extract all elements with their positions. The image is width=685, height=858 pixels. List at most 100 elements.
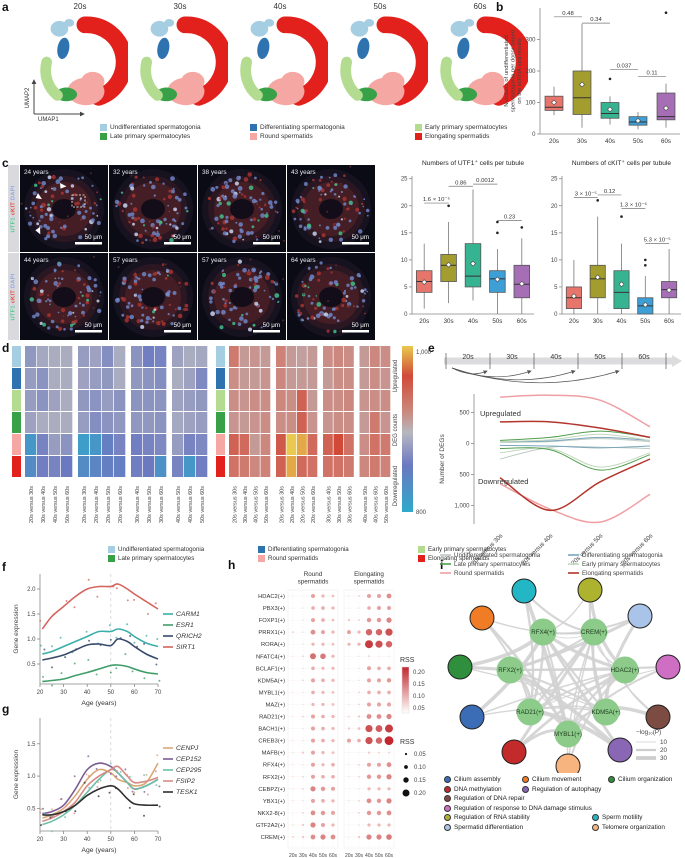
legend-item: Differentiating spermatogonia [258,546,418,553]
rss-dot [366,714,372,719]
rss-dot [376,810,382,816]
rss-dot [320,653,326,660]
svg-text:Age (years): Age (years) [81,847,116,854]
svg-text:50: 50 [107,690,114,696]
rss-dot [387,823,391,827]
go-node [501,739,527,765]
svg-text:40s versus 50s: 40s versus 50s [253,486,259,523]
svg-text:ESR1: ESR1 [176,622,194,629]
rss-dot [302,703,304,706]
rss-dot [376,798,382,804]
rss-dot [302,667,304,670]
rss-dot [331,703,335,706]
rss-dot [385,641,393,648]
svg-text:25: 25 [401,177,408,183]
svg-text:30s versus 60s: 30s versus 60s [159,486,165,523]
svg-text:1.5: 1.5 [27,742,36,748]
svg-text:20s versus 50s: 20s versus 50s [300,486,306,523]
rss-dot [366,774,372,779]
svg-text:20s: 20s [462,354,474,361]
svg-text:0.11: 0.11 [646,71,657,77]
svg-text:50s: 50s [640,318,650,325]
rss-dot [385,628,393,636]
tf-node [592,698,620,726]
rss-dot [301,835,305,839]
svg-text:HDAC2(+): HDAC2(+) [611,667,640,674]
rss-dot [367,606,371,610]
legend-swatch [415,124,422,131]
rss-dot [331,594,335,598]
svg-text:0.48: 0.48 [562,11,574,17]
ckit-boxplot: 0 5 10 15 20 25 20s 30s 40s 50s 60s 3 × 10⁻⁵ 0.12 1.3… [551,160,681,325]
rss-dot [367,678,371,683]
rss-dot [365,628,373,636]
rss-dot [366,617,372,623]
svg-text:0.5: 0.5 [27,806,36,812]
rss-dot [331,799,335,803]
svg-text:RSS: RSS [400,739,415,746]
rss-dot [358,667,360,670]
umap-title: 40s [273,2,287,11]
rss-dot [311,642,315,646]
svg-text:40s versus 50s: 40s versus 50s [176,486,182,523]
gene-line-CEP295 [42,768,159,826]
svg-text:20s versus 60s: 20s versus 60s [311,486,317,523]
rss-dot [331,691,335,694]
svg-text:MAZ(+): MAZ(+) [266,702,286,708]
rss-dot [367,594,371,598]
legend-item: Late primary spermatocytes [100,133,250,140]
svg-text:0.15: 0.15 [414,778,426,784]
svg-text:20: 20 [37,690,44,696]
rss-dot [292,607,294,609]
rss-dot [348,824,350,826]
rss-dot [358,595,360,597]
svg-text:50s versus 60s: 50s versus 60s [264,486,270,523]
rss-dot [375,628,383,636]
rss-dot [331,714,335,719]
gene-line-TESK1 [42,784,159,816]
svg-text:0.20: 0.20 [414,791,426,797]
svg-text:50: 50 [107,837,114,843]
rss-dot [311,738,315,743]
svg-text:0.5: 0.5 [27,662,36,668]
svg-text:30s: 30s [299,853,308,858]
svg-text:30s: 30s [593,318,603,325]
deg-heatmaps: 20s versus 30s 30s versus 40s 40s versus 5… [12,346,432,523]
rss-dot [386,617,392,623]
svg-text:0: 0 [554,312,558,318]
legend-label: Differentiating spermatogonia [260,124,345,131]
rss-dot [321,642,325,646]
svg-text:Gene expression: Gene expression [13,604,20,654]
rss-dot [292,739,294,742]
rss-dot [366,810,372,816]
svg-text:20: 20 [37,837,44,843]
svg-text:25: 25 [551,177,558,183]
legend-item: Early primary spermatocytes [415,124,570,131]
rss-dot [320,786,326,791]
svg-text:10: 10 [551,258,558,264]
svg-text:30s: 30s [506,354,518,361]
go-legend-item: Telomere organization [592,824,665,831]
svg-text:50s versus 60s: 50s versus 60s [65,486,71,523]
svg-text:43 years: 43 years [291,169,316,176]
if-image-43-years: 43 years 50 μm [287,165,375,257]
rss-dot [302,631,304,633]
rss-dot [321,714,325,719]
rss-dot [377,762,381,767]
svg-text:30s versus 50s: 30s versus 50s [147,486,153,523]
rss-dot [348,752,350,754]
svg-text:Numbers of UTF1⁺ cells per tub: Numbers of UTF1⁺ cells per tubule [422,160,524,167]
umap-20s: 20s [30,2,133,120]
rss-dot [357,630,361,634]
rss-dot [375,640,383,648]
svg-text:40s: 40s [617,318,627,325]
if-image-32-years: 32 years 50 μm [109,165,197,257]
legend-label: Early primary spermatocytes [425,124,508,131]
svg-text:30: 30 [60,837,67,843]
rss-dot [367,702,371,707]
rss-dot [386,762,392,768]
rss-dot [365,737,373,745]
rss-dot [331,666,335,670]
rss-dot [386,810,392,816]
